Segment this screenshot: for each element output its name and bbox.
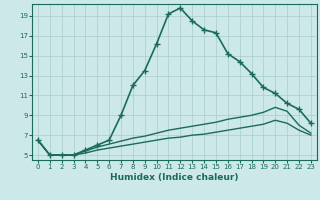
X-axis label: Humidex (Indice chaleur): Humidex (Indice chaleur) [110,173,239,182]
